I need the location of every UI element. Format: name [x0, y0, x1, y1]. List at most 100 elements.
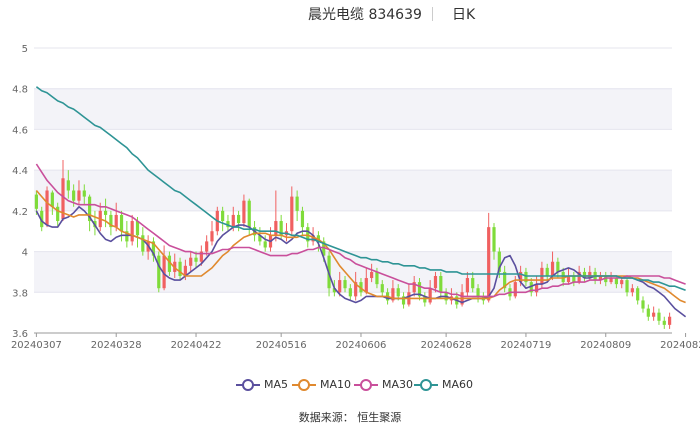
candle: [194, 257, 198, 262]
x-tick-label: 20240328: [91, 340, 142, 351]
y-tick-label: 4.4: [12, 166, 28, 177]
candle: [433, 276, 438, 289]
chart-title: 晨光电缆 834639: [308, 7, 422, 23]
y-tick-label: 4.2: [12, 207, 28, 218]
candle: [141, 235, 145, 252]
candle: [82, 190, 86, 197]
candle: [620, 280, 624, 285]
candle: [306, 227, 310, 242]
candle: [380, 284, 384, 293]
x-tick-label: 20240628: [421, 340, 472, 351]
legend-item-ma10[interactable]: MA10: [292, 378, 351, 391]
legend-swatch-icon: [236, 378, 260, 391]
candle: [519, 271, 523, 283]
candle: [641, 300, 645, 309]
candle: [167, 255, 172, 272]
candle: [598, 276, 603, 281]
candle: [34, 194, 38, 209]
candle: [279, 221, 283, 236]
candle: [338, 280, 342, 293]
candle: [274, 221, 278, 236]
candle: [231, 214, 235, 228]
candle: [391, 288, 395, 301]
candle: [125, 231, 129, 242]
legend-label: MA5: [264, 378, 289, 391]
candle: [412, 282, 416, 293]
y-tick-label: 3.8: [12, 288, 28, 299]
candle: [151, 241, 156, 256]
candle: [492, 227, 496, 252]
candle: [130, 221, 134, 242]
candle: [66, 180, 70, 191]
candle: [226, 221, 230, 228]
candle: [135, 221, 140, 236]
kline-chart[interactable]: 3.6 3.8 4 4.2 4.4 4.6 4.8 5 20240307 20240328 2024…: [0, 0, 700, 400]
candle: [210, 231, 214, 242]
legend-item-ma5[interactable]: MA5: [236, 378, 288, 391]
legend-label: MA10: [320, 378, 352, 391]
candle: [614, 278, 618, 285]
candle: [348, 288, 352, 297]
grid-band: [34, 88, 672, 130]
candle: [604, 276, 608, 283]
y-tick-label: 3.6: [12, 329, 28, 340]
candle: [56, 206, 60, 222]
candle: [72, 190, 76, 201]
chart-legend: MA5 MA10 MA30 MA60: [0, 378, 700, 394]
candle: [162, 255, 166, 289]
candle: [343, 280, 347, 289]
x-tick-label: 20240719: [500, 340, 551, 351]
legend-label: MA60: [442, 378, 474, 391]
candle: [300, 210, 305, 228]
legend-item-ma60[interactable]: MA60: [414, 378, 473, 391]
x-tick-label: 20240422: [171, 340, 222, 351]
candle: [577, 271, 581, 283]
candle: [370, 271, 374, 279]
candle: [295, 196, 299, 211]
candle: [290, 196, 294, 232]
candle: [237, 214, 241, 224]
legend-item-ma30[interactable]: MA30: [354, 378, 413, 391]
candle: [609, 278, 613, 283]
series-line-ma30: [35, 163, 686, 298]
candle: [550, 261, 555, 276]
grid-band: [34, 170, 672, 211]
title-divider: [432, 7, 433, 21]
candle: [157, 255, 161, 289]
candle: [61, 178, 65, 219]
candle: [183, 265, 187, 276]
candle: [221, 210, 225, 222]
candle: [652, 312, 656, 317]
candle: [545, 267, 549, 276]
candle: [88, 196, 92, 222]
candle: [636, 288, 640, 301]
candle: [476, 288, 480, 297]
candle: [439, 276, 443, 293]
legend-swatch-icon: [292, 378, 316, 391]
candle: [487, 227, 491, 301]
candle: [247, 200, 251, 228]
candle: [364, 278, 368, 293]
candle: [625, 280, 629, 293]
candle: [423, 296, 427, 303]
candle: [396, 288, 400, 297]
candle: [524, 271, 528, 283]
legend-swatch-icon: [354, 378, 378, 391]
candle: [103, 210, 108, 215]
candle: [471, 278, 475, 289]
x-tick-label: 20240829: [660, 340, 700, 351]
x-tick-label: 20240809: [580, 340, 631, 351]
period-label[interactable]: 日K: [452, 7, 476, 23]
y-tick-label: 4: [22, 248, 28, 259]
candle: [566, 276, 571, 283]
data-source: 数据来源： 恒生聚源: [298, 411, 402, 424]
candle: [465, 278, 469, 293]
candle: [205, 241, 209, 252]
x-tick-label: 20240516: [256, 340, 307, 351]
y-tick-label: 5: [22, 44, 28, 55]
candle: [119, 214, 124, 232]
grid-band: [34, 251, 672, 293]
candle: [561, 271, 565, 283]
series-line-ma60: [35, 86, 686, 292]
series-line-ma5: [35, 206, 687, 318]
